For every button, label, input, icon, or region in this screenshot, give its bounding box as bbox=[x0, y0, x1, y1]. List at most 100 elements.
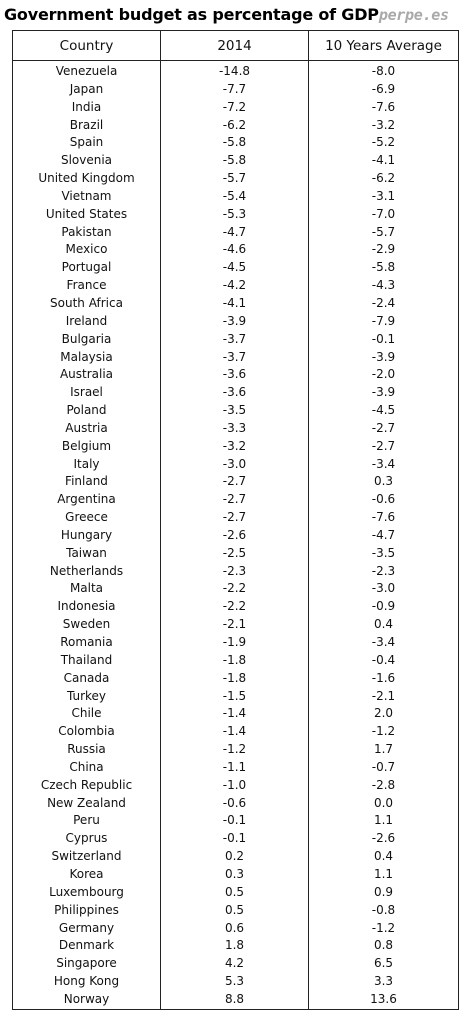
cell-2014: -5.4 bbox=[160, 187, 309, 206]
cell-10-year-average: -2.1 bbox=[371, 688, 396, 703]
cell-10-year-average: -5.2 bbox=[371, 135, 396, 150]
cell-country: Peru bbox=[12, 812, 161, 831]
watermark: perpe.es bbox=[378, 6, 449, 24]
cell-2014: 5.3 bbox=[160, 973, 309, 991]
cell-2014: 0.5 bbox=[160, 901, 309, 920]
cell-2014: -3.0 bbox=[160, 455, 309, 474]
cell-10-year-average: 2.0 bbox=[373, 706, 394, 721]
cell-2014: 1.8 bbox=[160, 937, 309, 956]
cell-10-year-average: -6.9 bbox=[371, 81, 396, 96]
budget-table: Country 2014 10 Years Average Venezuela -… bbox=[12, 30, 459, 1010]
table-row: Peru -0.1 1.1 bbox=[12, 812, 459, 831]
cell-10-year-average: -2.7 bbox=[371, 420, 396, 435]
cell-country: New Zealand bbox=[12, 794, 161, 813]
cell-country: Romania bbox=[12, 634, 161, 652]
cell-country: Vietnam bbox=[12, 187, 161, 206]
cell-country: Ireland bbox=[12, 312, 161, 331]
cell-2014: -2.2 bbox=[160, 580, 309, 599]
cell-country: Israel bbox=[12, 384, 161, 403]
cell-country: Czech Republic bbox=[12, 776, 161, 795]
cell-country: Pakistan bbox=[12, 223, 161, 242]
cell-country: Switzerland bbox=[12, 848, 161, 866]
table-row: Denmark 1.8 0.8 bbox=[12, 937, 459, 956]
cell-10-year-average: 0.9 bbox=[373, 884, 394, 899]
cell-2014: -2.1 bbox=[160, 616, 309, 634]
cell-country: Poland bbox=[12, 402, 161, 420]
cell-10-year-average: -2.0 bbox=[371, 367, 396, 382]
cell-2014: -3.7 bbox=[160, 330, 309, 349]
cell-2014: -1.4 bbox=[160, 705, 309, 724]
cell-country: Finland bbox=[12, 473, 161, 492]
cell-2014: -1.9 bbox=[160, 634, 309, 652]
cell-country: Australia bbox=[12, 366, 161, 385]
table-row: Mexico -4.6 -2.9 bbox=[12, 241, 459, 260]
cell-country: Russia bbox=[12, 741, 161, 759]
cell-10-year-average: 13.6 bbox=[370, 991, 397, 1006]
cell-10-year-average: -3.9 bbox=[371, 385, 396, 400]
cell-10-year-average: 0.0 bbox=[373, 795, 394, 810]
cell-2014: -1.0 bbox=[160, 776, 309, 795]
cell-country: Austria bbox=[12, 419, 161, 438]
cell-2014: -4.5 bbox=[160, 259, 309, 278]
cell-10-year-average: -4.1 bbox=[371, 153, 396, 168]
cell-country: China bbox=[12, 758, 161, 777]
table-row: Italy -3.0 -3.4 bbox=[12, 455, 459, 474]
cell-country: Colombia bbox=[12, 723, 161, 742]
cell-10-year-average: -1.2 bbox=[371, 724, 396, 739]
cell-country: Korea bbox=[12, 865, 161, 884]
table-row: Japan -7.7 -6.9 bbox=[12, 80, 459, 99]
cell-country: Malaysia bbox=[12, 348, 161, 367]
cell-country: Germany bbox=[12, 919, 161, 938]
cell-2014: -1.4 bbox=[160, 723, 309, 742]
cell-country: Norway bbox=[12, 990, 161, 1010]
cell-2014: -2.7 bbox=[160, 509, 309, 527]
cell-10-year-average: -2.7 bbox=[371, 438, 396, 453]
cell-2014: -0.1 bbox=[160, 812, 309, 831]
cell-country: Japan bbox=[12, 80, 161, 99]
cell-2014: -5.8 bbox=[160, 134, 309, 153]
table-row: Indonesia -2.2 -0.9 bbox=[12, 598, 459, 617]
table-row: Bulgaria -3.7 -0.1 bbox=[12, 330, 459, 349]
cell-2014: -2.3 bbox=[160, 562, 309, 581]
cell-2014: -3.6 bbox=[160, 366, 309, 385]
cell-2014: -4.6 bbox=[160, 241, 309, 260]
column-header-2014: 2014 bbox=[160, 30, 309, 61]
cell-2014: -5.8 bbox=[160, 152, 309, 171]
cell-10-year-average: 1.1 bbox=[373, 813, 394, 828]
table-row: United States -5.3 -7.0 bbox=[12, 205, 459, 224]
table-row: Chile -1.4 2.0 bbox=[12, 705, 459, 724]
cell-2014: -1.2 bbox=[160, 741, 309, 759]
table-row: Thailand -1.8 -0.4 bbox=[12, 651, 459, 670]
page-title: Government budget as percentage of GDP bbox=[4, 5, 379, 24]
cell-2014: -4.7 bbox=[160, 223, 309, 242]
cell-2014: -5.7 bbox=[160, 170, 309, 188]
cell-country: Thailand bbox=[12, 651, 161, 670]
cell-10-year-average: -7.0 bbox=[371, 206, 396, 221]
cell-10-year-average: -0.6 bbox=[371, 492, 396, 507]
cell-country: United States bbox=[12, 205, 161, 224]
column-header-country: Country bbox=[12, 30, 161, 61]
cell-10-year-average: 1.1 bbox=[373, 866, 394, 881]
cell-country: Netherlands bbox=[12, 562, 161, 581]
cell-10-year-average: -6.2 bbox=[371, 171, 396, 186]
cell-2014: -2.7 bbox=[160, 491, 309, 510]
cell-2014: 0.5 bbox=[160, 883, 309, 902]
header-row: Country 2014 10 Years Average bbox=[12, 30, 459, 61]
cell-10-year-average: -4.7 bbox=[371, 527, 396, 542]
cell-country: Portugal bbox=[12, 259, 161, 278]
cell-country: Hungary bbox=[12, 526, 161, 545]
cell-2014: 0.3 bbox=[160, 865, 309, 884]
table-row: Netherlands -2.3 -2.3 bbox=[12, 562, 459, 581]
cell-10-year-average: -3.2 bbox=[371, 117, 396, 132]
cell-2014: -6.2 bbox=[160, 116, 309, 135]
table-body: Venezuela -14.8 -8.0 Japan -7.7 -6.9 India -7.2… bbox=[12, 60, 459, 1010]
cell-2014: -3.5 bbox=[160, 402, 309, 420]
table-row: Norway 8.8 13.6 bbox=[12, 990, 459, 1010]
cell-country: Philippines bbox=[12, 901, 161, 920]
title-bar: Government budget as percentage of GDPpe… bbox=[4, 2, 464, 28]
cell-2014: -3.6 bbox=[160, 384, 309, 403]
cell-10-year-average: -4.5 bbox=[371, 403, 396, 418]
cell-2014: -2.6 bbox=[160, 526, 309, 545]
table-row: Belgium -3.2 -2.7 bbox=[12, 437, 459, 456]
cell-10-year-average: 0.4 bbox=[373, 849, 394, 864]
